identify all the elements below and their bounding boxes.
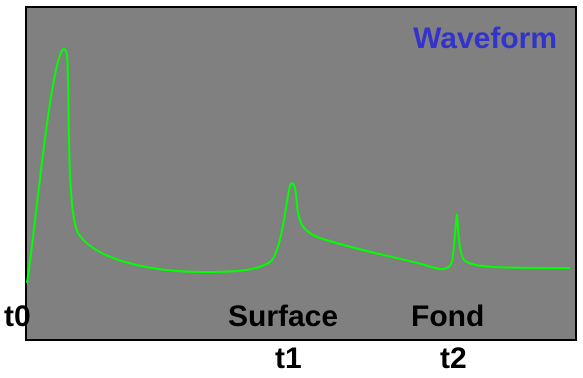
waveform-title: Waveform [413, 22, 557, 55]
waveform-display: Waveform [25, 6, 577, 341]
label-t0: t0 [4, 300, 31, 333]
label-surface: Surface [228, 300, 339, 333]
label-t1: t1 [275, 342, 302, 375]
label-fond: Fond [411, 300, 485, 333]
waveform-line [26, 48, 571, 284]
label-t2: t2 [440, 342, 467, 375]
